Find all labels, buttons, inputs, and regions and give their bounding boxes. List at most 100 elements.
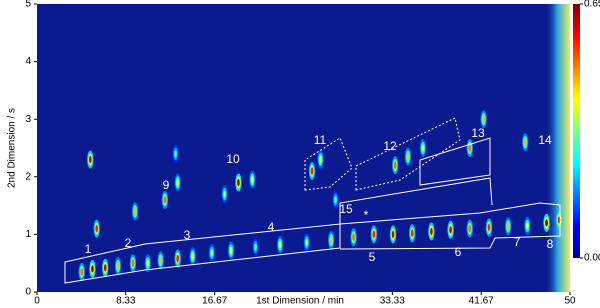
region-label: 11 xyxy=(314,133,327,147)
region-outline xyxy=(355,117,461,191)
y-tick-label: 2 xyxy=(25,171,31,182)
peak-contour xyxy=(131,259,135,267)
peak-contour xyxy=(174,150,177,158)
peak xyxy=(161,190,169,209)
peak xyxy=(157,251,164,270)
region-label: 12 xyxy=(383,139,397,153)
region-outline xyxy=(304,137,353,191)
peak xyxy=(129,254,137,273)
peak-contour xyxy=(421,144,425,152)
peak-contour xyxy=(523,138,527,146)
peak xyxy=(317,150,324,169)
x-tick-label: 16.67 xyxy=(202,296,227,307)
peak-contour xyxy=(545,219,548,227)
peak xyxy=(522,133,529,152)
peak-contour xyxy=(95,225,98,233)
peak-contour xyxy=(229,246,233,255)
peak-contour xyxy=(223,190,226,198)
peak xyxy=(174,173,181,192)
peak xyxy=(404,147,412,166)
peak xyxy=(480,110,487,129)
region-outline xyxy=(419,137,491,186)
peak xyxy=(409,224,416,243)
peak xyxy=(276,235,284,254)
peak-contour xyxy=(319,155,322,164)
region-label: 15 xyxy=(339,202,353,216)
region-label: 14 xyxy=(538,133,552,147)
peak xyxy=(249,170,256,189)
peak xyxy=(419,139,427,157)
region-label: 10 xyxy=(226,152,240,166)
peak xyxy=(93,219,100,238)
peak-contour xyxy=(468,225,472,233)
peak-contour xyxy=(163,196,167,204)
peak xyxy=(370,225,378,244)
y-tick-label: 0 xyxy=(25,287,31,298)
peak-contour xyxy=(391,230,395,238)
region-label: 1 xyxy=(85,242,92,256)
peak-contour xyxy=(430,227,433,236)
peak xyxy=(172,144,179,163)
peak-contour xyxy=(305,238,308,247)
peak-contour xyxy=(506,222,510,230)
region-label: 6 xyxy=(455,245,462,259)
peak xyxy=(144,254,152,273)
peak-contour xyxy=(449,226,452,234)
region-label: 2 xyxy=(125,236,132,250)
x-tick-label: 41.67 xyxy=(469,296,494,307)
region-label: 5 xyxy=(369,250,376,264)
peak xyxy=(78,262,85,281)
peak-contour xyxy=(278,241,282,249)
region-outline xyxy=(339,202,561,250)
y-tick-label: 4 xyxy=(25,56,31,67)
peak xyxy=(328,231,335,250)
peak-contour xyxy=(410,229,414,237)
peak xyxy=(504,217,512,236)
peak-contour xyxy=(176,254,179,263)
peak xyxy=(466,219,473,238)
peak xyxy=(252,238,259,257)
y-tick-label: 3 xyxy=(25,114,31,125)
peak-contour xyxy=(487,223,491,232)
colorbar-tick-label: 0.65 xyxy=(584,0,600,10)
peak xyxy=(227,241,235,260)
peak xyxy=(221,185,228,204)
peak-contour xyxy=(191,252,194,260)
peak-contour xyxy=(176,178,179,187)
region-label: 13 xyxy=(471,126,485,140)
y-tick-label: 1 xyxy=(25,229,31,240)
region-label: 3 xyxy=(184,228,191,242)
peak xyxy=(350,228,357,247)
peak-contour xyxy=(146,259,150,267)
peak-contour xyxy=(133,207,137,215)
colorbar xyxy=(573,4,580,258)
x-tick-label: 0 xyxy=(34,296,40,307)
peak-contour xyxy=(254,243,257,251)
peak xyxy=(428,222,435,241)
peak-contour xyxy=(80,268,84,276)
region-label: 9 xyxy=(163,178,170,192)
peak-contour xyxy=(334,196,337,204)
peak-contour xyxy=(393,161,397,169)
peak xyxy=(447,220,454,239)
edge-glow xyxy=(545,4,570,292)
region-label: 4 xyxy=(268,220,275,234)
peak xyxy=(389,225,397,244)
peak xyxy=(524,216,531,235)
peak xyxy=(466,139,473,157)
y-tick-label: 5 xyxy=(25,0,31,10)
peak xyxy=(87,150,94,169)
peak-contour xyxy=(352,233,355,241)
colorbar-tick-label: 0.00 xyxy=(584,253,600,264)
peak-contour xyxy=(526,222,529,230)
x-tick-label: 33.33 xyxy=(380,296,405,307)
peak xyxy=(114,257,122,276)
region-outline xyxy=(339,177,493,224)
peak xyxy=(89,259,96,278)
peak-contour xyxy=(116,262,120,270)
peak xyxy=(174,249,181,268)
peak-contour xyxy=(210,249,214,257)
x-tick-label: 50 xyxy=(564,296,576,307)
peak-contour xyxy=(159,256,162,264)
